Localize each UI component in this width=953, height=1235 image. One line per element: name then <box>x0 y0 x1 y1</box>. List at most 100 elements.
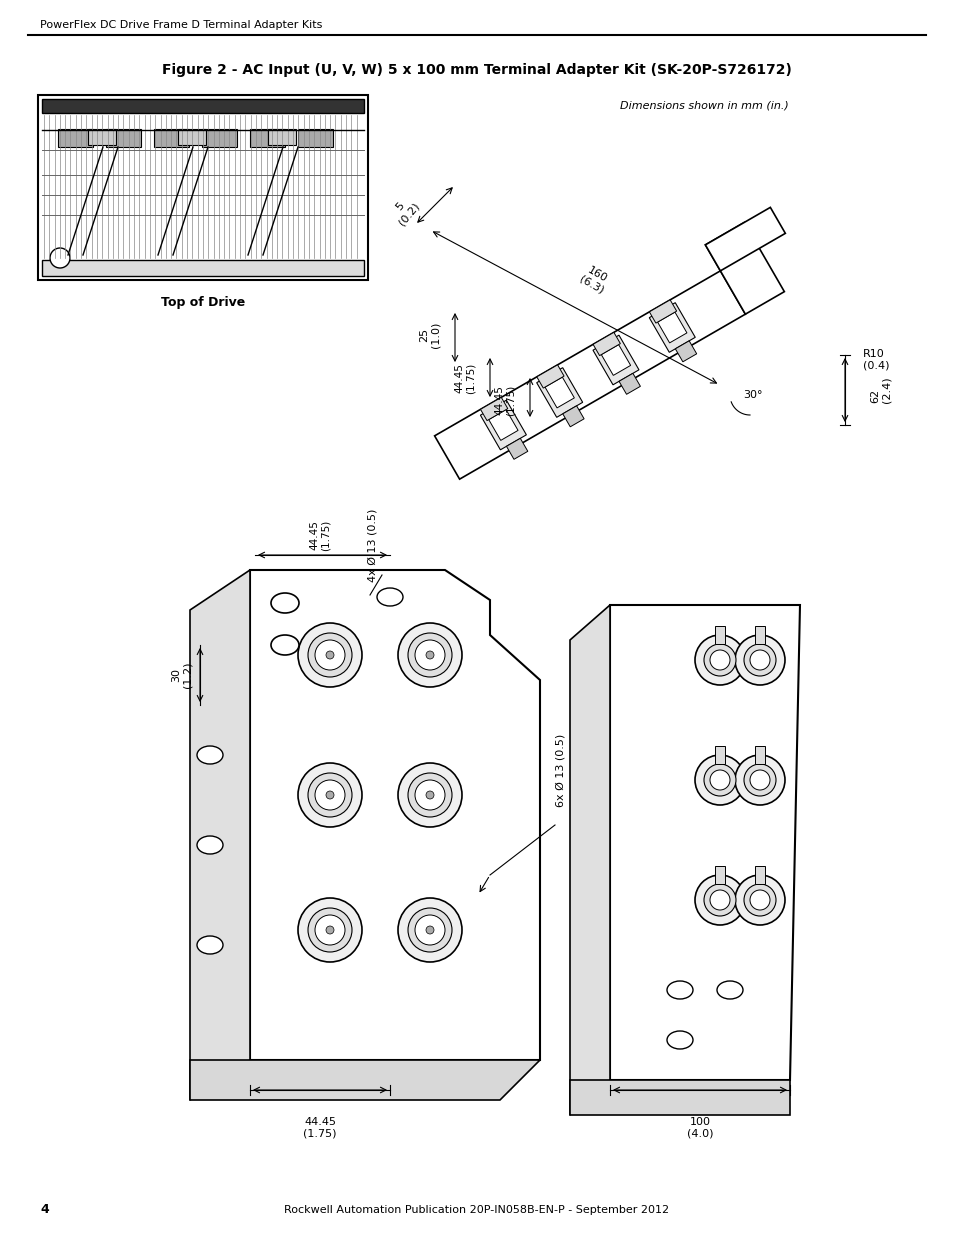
Circle shape <box>415 640 444 671</box>
Circle shape <box>50 248 70 268</box>
Circle shape <box>326 651 334 659</box>
Bar <box>42 261 364 275</box>
Polygon shape <box>250 571 539 1060</box>
Polygon shape <box>704 222 783 314</box>
Text: PowerFlex DC Drive Frame D Terminal Adapter Kits: PowerFlex DC Drive Frame D Terminal Adap… <box>40 20 322 30</box>
Text: 4: 4 <box>40 1203 49 1216</box>
Circle shape <box>408 908 452 952</box>
Polygon shape <box>675 341 696 362</box>
Polygon shape <box>537 364 563 388</box>
Circle shape <box>326 790 334 799</box>
Circle shape <box>408 773 452 818</box>
Text: 44.45
(1.75): 44.45 (1.75) <box>454 362 476 394</box>
Circle shape <box>314 915 345 945</box>
Bar <box>297 128 333 147</box>
Circle shape <box>426 790 434 799</box>
Circle shape <box>695 755 744 805</box>
Ellipse shape <box>196 836 223 853</box>
Text: 6x Ø 13 (0.5): 6x Ø 13 (0.5) <box>556 734 565 806</box>
Polygon shape <box>609 605 800 1079</box>
Circle shape <box>734 635 784 685</box>
Text: 100
(4.0): 100 (4.0) <box>686 1116 713 1139</box>
Circle shape <box>297 763 361 827</box>
Circle shape <box>308 773 352 818</box>
Polygon shape <box>190 1060 539 1100</box>
Text: 30°: 30° <box>742 390 762 400</box>
Text: Dimensions shown in mm (in.): Dimensions shown in mm (in.) <box>619 100 788 110</box>
Text: Figure 2 - AC Input (U, V, W) 5 x 100 mm Terminal Adapter Kit (SK-20P-S726172): Figure 2 - AC Input (U, V, W) 5 x 100 mm… <box>162 63 791 77</box>
Circle shape <box>297 898 361 962</box>
Ellipse shape <box>271 593 298 613</box>
Circle shape <box>695 635 744 685</box>
Bar <box>714 626 724 643</box>
Circle shape <box>743 643 775 676</box>
Circle shape <box>709 650 729 671</box>
Text: 44.45
(1.75): 44.45 (1.75) <box>494 384 516 416</box>
Bar <box>250 128 285 147</box>
Polygon shape <box>704 207 784 270</box>
Circle shape <box>314 781 345 810</box>
Polygon shape <box>618 373 639 394</box>
Circle shape <box>397 622 461 687</box>
Circle shape <box>703 643 735 676</box>
Bar <box>88 128 116 144</box>
Circle shape <box>743 764 775 797</box>
Polygon shape <box>480 400 526 450</box>
Text: R10
(0.4): R10 (0.4) <box>862 350 888 370</box>
Ellipse shape <box>666 981 692 999</box>
Bar <box>754 746 764 764</box>
Polygon shape <box>435 270 744 479</box>
Ellipse shape <box>717 981 742 999</box>
Polygon shape <box>480 398 507 421</box>
Circle shape <box>734 876 784 925</box>
Polygon shape <box>649 300 676 324</box>
Text: 4x Ø 13 (0.5): 4x Ø 13 (0.5) <box>368 509 377 582</box>
Text: 62
(2.4): 62 (2.4) <box>869 377 891 404</box>
Circle shape <box>308 908 352 952</box>
Polygon shape <box>537 368 582 417</box>
Circle shape <box>426 926 434 934</box>
Bar <box>268 128 295 144</box>
Text: 44.45
(1.75): 44.45 (1.75) <box>303 1116 336 1139</box>
Bar <box>153 128 189 147</box>
Polygon shape <box>569 605 609 1115</box>
Circle shape <box>415 781 444 810</box>
Ellipse shape <box>666 1031 692 1049</box>
Bar <box>58 128 92 147</box>
Ellipse shape <box>271 635 298 655</box>
Circle shape <box>308 634 352 677</box>
Text: 5
(0.2): 5 (0.2) <box>388 193 421 227</box>
Circle shape <box>743 884 775 916</box>
Polygon shape <box>600 345 630 375</box>
Circle shape <box>749 650 769 671</box>
Circle shape <box>426 651 434 659</box>
Bar <box>754 866 764 884</box>
Circle shape <box>709 769 729 790</box>
Text: Top of Drive: Top of Drive <box>161 295 245 309</box>
Circle shape <box>415 915 444 945</box>
Polygon shape <box>506 438 527 459</box>
Circle shape <box>397 763 461 827</box>
Bar <box>714 866 724 884</box>
Polygon shape <box>190 571 250 1100</box>
Circle shape <box>326 926 334 934</box>
Text: 25
(1.0): 25 (1.0) <box>418 322 440 348</box>
Bar <box>178 128 206 144</box>
Text: 44.45
(1.75): 44.45 (1.75) <box>309 520 331 551</box>
Circle shape <box>749 769 769 790</box>
Circle shape <box>749 890 769 910</box>
Ellipse shape <box>196 936 223 953</box>
Circle shape <box>703 764 735 797</box>
Circle shape <box>734 755 784 805</box>
Circle shape <box>397 898 461 962</box>
Circle shape <box>709 890 729 910</box>
Ellipse shape <box>196 746 223 764</box>
Polygon shape <box>488 410 517 441</box>
Polygon shape <box>657 312 686 343</box>
Circle shape <box>408 634 452 677</box>
Polygon shape <box>562 406 583 427</box>
Circle shape <box>695 876 744 925</box>
Text: 160
(6.3): 160 (6.3) <box>578 264 611 296</box>
Bar <box>714 746 724 764</box>
Polygon shape <box>593 335 639 385</box>
